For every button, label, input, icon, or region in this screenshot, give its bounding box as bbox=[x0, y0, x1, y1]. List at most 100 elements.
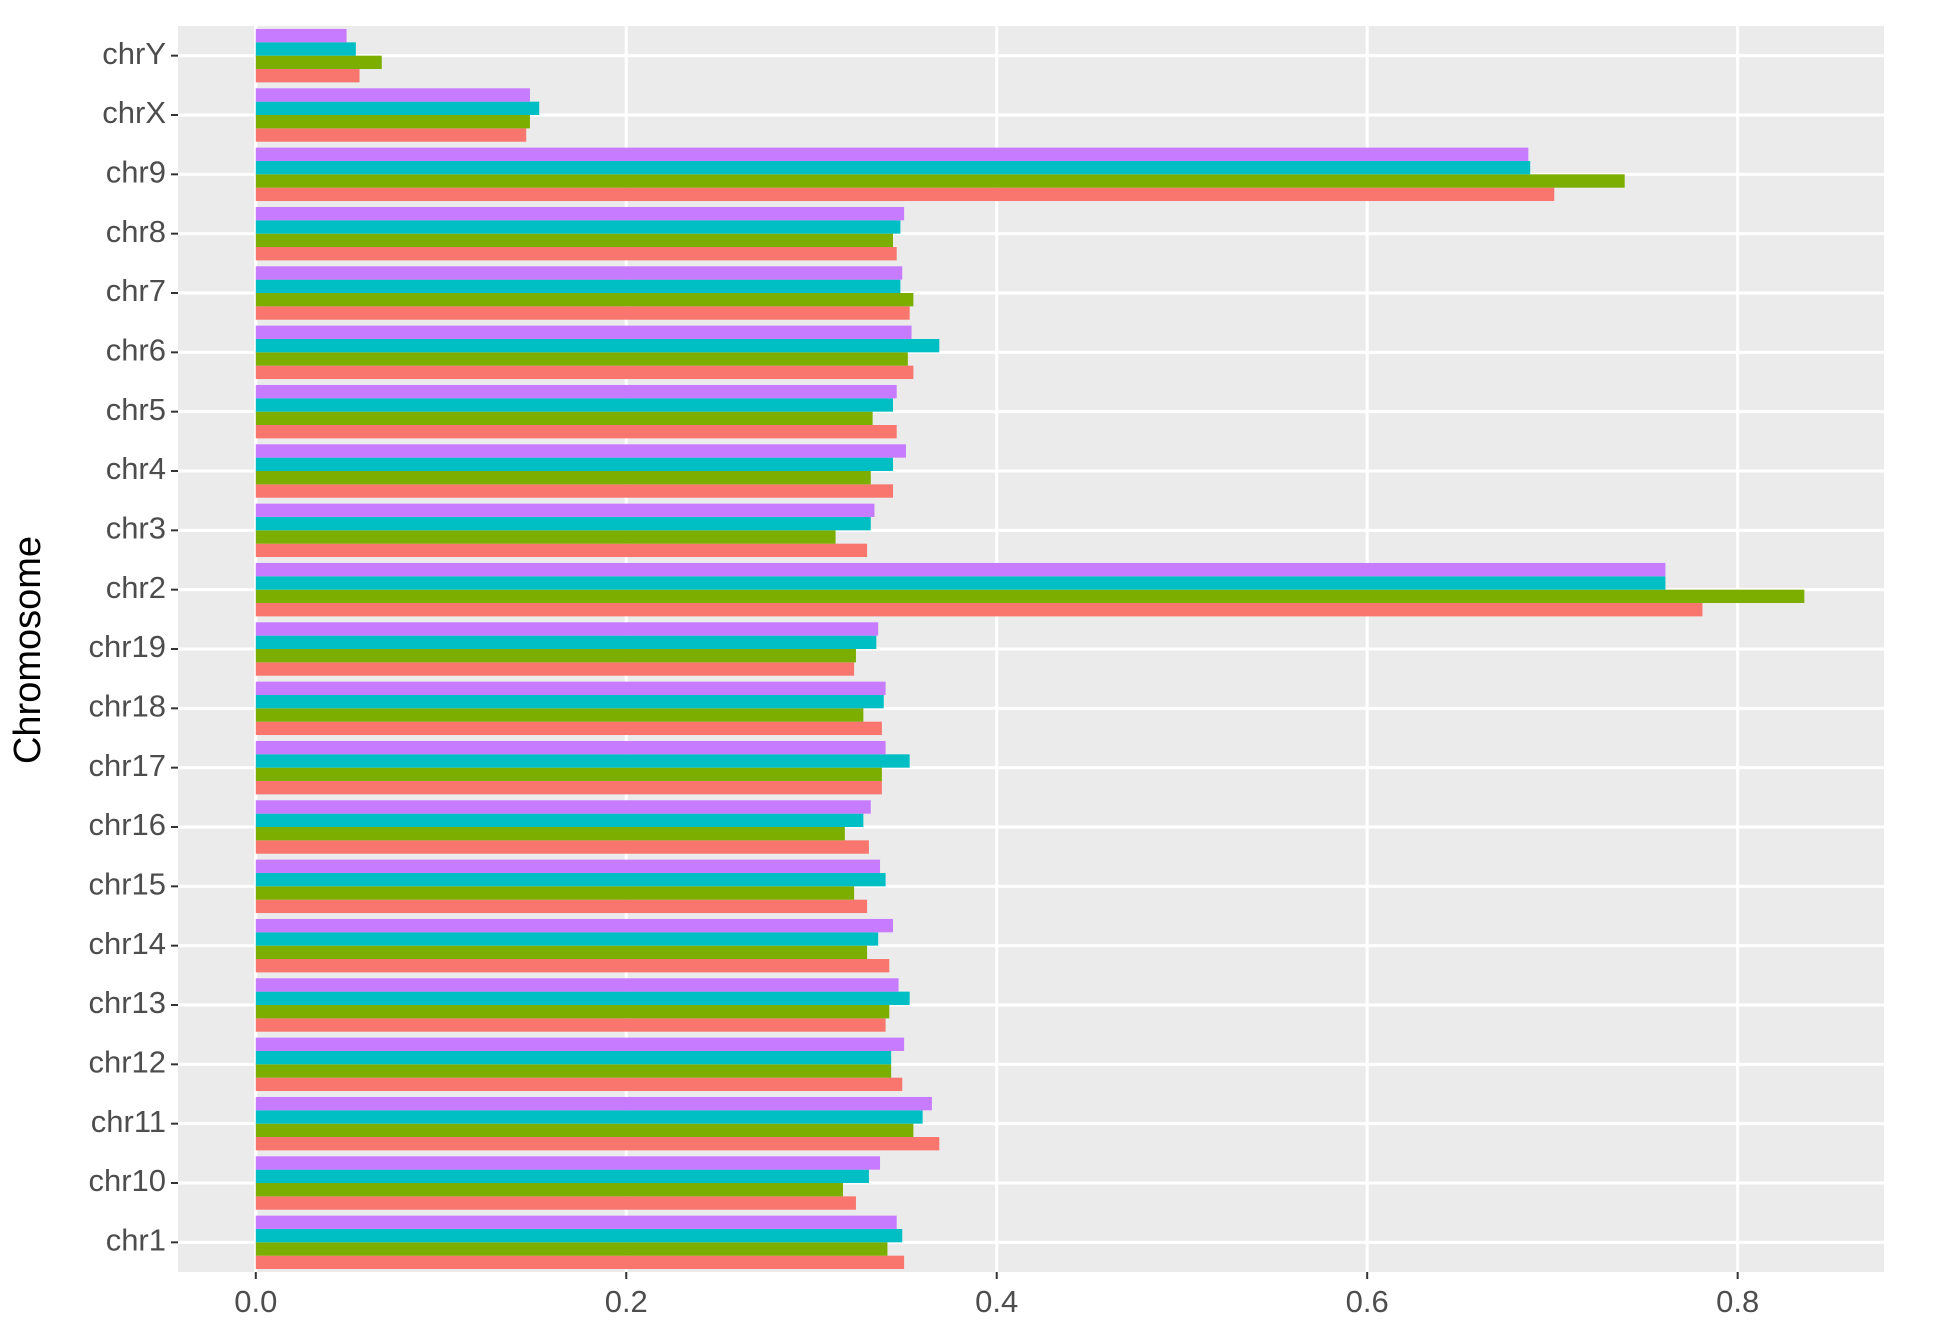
bar bbox=[255, 740, 886, 755]
bar bbox=[255, 781, 882, 795]
bar bbox=[255, 425, 897, 439]
bar bbox=[255, 411, 873, 426]
bar bbox=[255, 1215, 897, 1229]
bar bbox=[255, 174, 1625, 188]
bar bbox=[255, 754, 910, 768]
x-tick-label: 0.8 bbox=[1716, 1284, 1759, 1319]
bar bbox=[255, 352, 908, 366]
bar bbox=[255, 827, 845, 841]
bar bbox=[255, 800, 871, 814]
bar bbox=[255, 306, 910, 320]
y-tick-label: chr13 bbox=[88, 985, 166, 1020]
bar bbox=[255, 991, 910, 1005]
y-axis-label: Chromosome bbox=[7, 536, 49, 764]
bar bbox=[255, 338, 940, 353]
bar bbox=[255, 603, 1703, 617]
bar bbox=[255, 293, 914, 307]
bar bbox=[255, 662, 855, 676]
x-tick-label: 0.2 bbox=[605, 1284, 648, 1319]
bar bbox=[255, 562, 1666, 577]
bar bbox=[255, 279, 901, 293]
bar bbox=[255, 471, 871, 485]
y-tick-label: chr16 bbox=[88, 807, 166, 842]
bar bbox=[255, 147, 1529, 161]
bar bbox=[255, 635, 877, 649]
bar bbox=[255, 649, 856, 663]
y-tick-label: chr18 bbox=[88, 689, 166, 724]
bar bbox=[255, 187, 1555, 202]
x-tick-label: 0.0 bbox=[234, 1284, 277, 1319]
bar bbox=[255, 247, 897, 261]
bar bbox=[255, 1123, 914, 1138]
bar bbox=[255, 1242, 888, 1256]
bar bbox=[255, 128, 527, 142]
bar bbox=[255, 115, 530, 129]
y-tick-label: chr14 bbox=[88, 926, 166, 961]
y-tick-label: chr7 bbox=[106, 273, 166, 308]
bar bbox=[255, 444, 906, 458]
bar bbox=[255, 543, 868, 558]
bar bbox=[255, 1183, 843, 1197]
x-tick-label: 0.6 bbox=[1346, 1284, 1389, 1319]
bar bbox=[255, 233, 894, 248]
y-tick-label: chr12 bbox=[88, 1045, 166, 1080]
bar bbox=[255, 813, 864, 827]
y-tick-label: chr2 bbox=[106, 570, 166, 605]
bar bbox=[255, 1077, 903, 1092]
y-tick-label: chr5 bbox=[106, 392, 166, 427]
bar bbox=[255, 899, 868, 914]
bar bbox=[255, 484, 894, 498]
bar bbox=[255, 1228, 903, 1243]
bar bbox=[255, 945, 868, 960]
bar bbox=[255, 69, 360, 83]
bar bbox=[255, 767, 882, 782]
x-tick-label: 0.4 bbox=[975, 1284, 1018, 1319]
bar bbox=[255, 681, 886, 695]
bar bbox=[255, 1137, 940, 1151]
bar bbox=[255, 1005, 890, 1019]
bar bbox=[255, 978, 899, 992]
bar bbox=[255, 1096, 932, 1111]
y-tick-label: chr9 bbox=[106, 155, 166, 190]
bar bbox=[255, 516, 871, 531]
y-tick-label: chr19 bbox=[88, 629, 166, 664]
bar bbox=[255, 708, 864, 722]
bar bbox=[255, 325, 912, 339]
bar bbox=[255, 918, 894, 933]
bar bbox=[255, 840, 869, 854]
bar bbox=[255, 959, 890, 973]
bar bbox=[255, 886, 855, 900]
bar bbox=[255, 1196, 856, 1210]
bar bbox=[255, 101, 540, 115]
bar bbox=[255, 872, 886, 887]
bar bbox=[255, 28, 347, 43]
bar bbox=[255, 55, 382, 70]
y-tick-label: chr4 bbox=[106, 451, 166, 486]
y-tick-label: chr6 bbox=[106, 333, 166, 368]
bar bbox=[255, 42, 356, 56]
bar bbox=[255, 1169, 869, 1183]
bar bbox=[255, 365, 914, 380]
bar bbox=[255, 220, 901, 234]
bar bbox=[255, 932, 879, 946]
bar bbox=[255, 503, 875, 517]
y-tick-label: chr15 bbox=[88, 867, 166, 902]
y-tick-label: chr10 bbox=[88, 1163, 166, 1198]
bar bbox=[255, 398, 894, 412]
y-tick-label: chr8 bbox=[106, 214, 166, 249]
bar bbox=[255, 694, 884, 709]
bar bbox=[255, 88, 530, 102]
bar bbox=[255, 1018, 886, 1032]
bar bbox=[255, 1255, 905, 1270]
bar bbox=[255, 1064, 892, 1078]
bar bbox=[255, 1050, 892, 1065]
bar bbox=[255, 266, 903, 280]
bar bbox=[255, 576, 1666, 590]
bar bbox=[255, 622, 879, 636]
bar bbox=[255, 1110, 923, 1124]
bar bbox=[255, 530, 836, 544]
y-tick-label: chr1 bbox=[106, 1223, 166, 1258]
bar bbox=[255, 457, 894, 471]
bar bbox=[255, 589, 1805, 604]
